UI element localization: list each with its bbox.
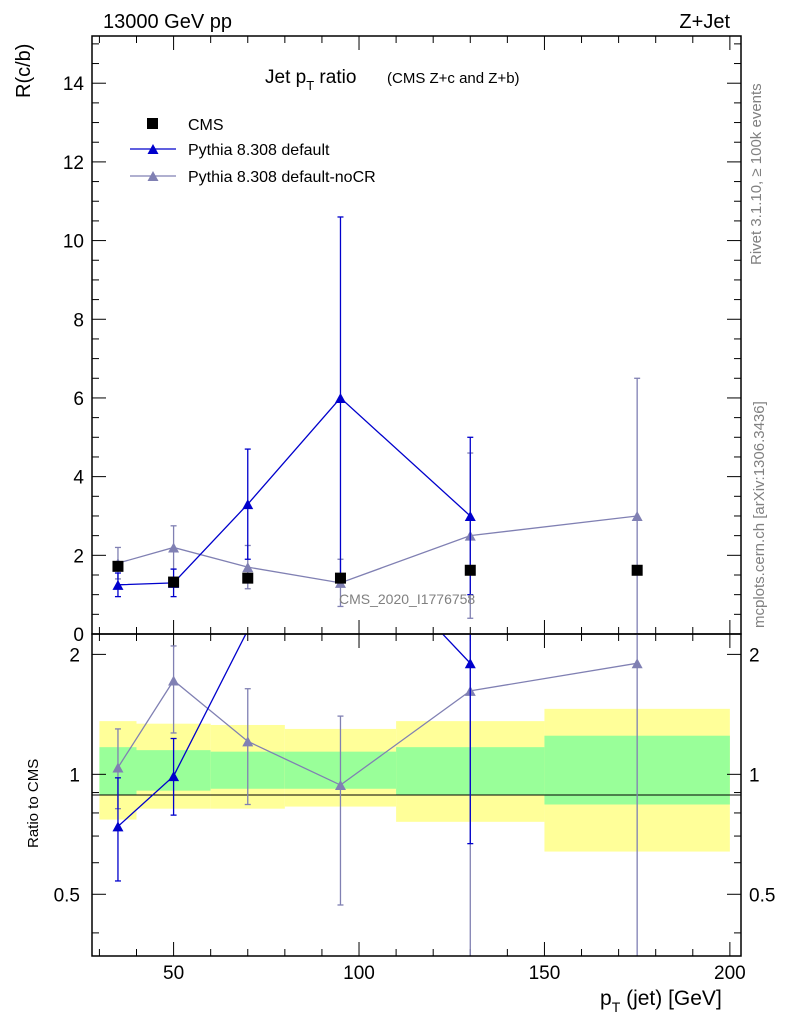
main-triangle-marker <box>464 510 476 521</box>
cms-data-point <box>631 564 643 576</box>
main-ylabel: R(c/b) <box>13 44 35 98</box>
ratio-series-line <box>117 634 471 827</box>
rivet-label: Rivet 3.1.10, ≥ 100k events <box>748 83 765 265</box>
main-ytick-label: 4 <box>73 468 84 489</box>
mcplots-label: mcplots.cern.ch [arXiv:1306.3436] <box>751 401 768 628</box>
ratio-triangle-marker <box>168 675 180 686</box>
main-title-note: (CMS Z+c and Z+b) <box>387 70 520 87</box>
ratio-ticks: 0.5 0.5 1 1 2 2 50 100 150 200 <box>54 634 775 984</box>
legend: CMS Pythia 8.308 default Pythia 8.308 de… <box>130 117 376 186</box>
main-y-ticks: 0 2 4 6 8 10 12 14 <box>63 36 741 646</box>
ratio-xtick-label: 100 <box>343 963 375 984</box>
ratio-triangle-marker <box>242 736 254 747</box>
main-ytick-label: 0 <box>73 625 84 646</box>
cms-data-point <box>112 560 124 572</box>
main-ytick-label: 8 <box>73 310 84 331</box>
ratio-ylabel: Ratio to CMS <box>25 759 42 848</box>
main-triangle-marker <box>242 499 254 510</box>
main-triangle-marker <box>112 579 124 590</box>
main-ytick-label: 10 <box>63 232 84 253</box>
main-ytick-label: 14 <box>63 74 85 95</box>
main-title-tail: ratio <box>314 67 356 88</box>
ratio-triangle-marker <box>334 780 346 791</box>
header-process: Z+Jet <box>679 11 730 33</box>
cms-data-point <box>242 572 254 584</box>
x-axis-label: pT (jet) [GeV] <box>600 987 722 1015</box>
main-panel: 0 2 4 6 8 10 12 14 <box>63 35 742 646</box>
x-axis-label-text: p <box>600 987 612 1010</box>
ratio-ytick-label: 0.5 <box>54 885 80 906</box>
ratio-panel: 0.5 0.5 1 1 2 2 50 100 150 200 <box>54 633 775 984</box>
ratio-bands <box>99 708 730 852</box>
main-triangle-marker <box>242 562 254 573</box>
legend-cms-marker <box>147 118 158 129</box>
main-ytick-label: 2 <box>73 546 84 567</box>
ratio-ytick-label-right: 1 <box>749 765 760 786</box>
ratio-series-line <box>117 662 638 786</box>
legend-nocr-marker <box>147 171 159 181</box>
ratio-xtick-label: 50 <box>163 963 184 984</box>
ratio-xtick-label: 150 <box>529 963 561 984</box>
legend-cms-label: CMS <box>188 117 224 134</box>
legend-nocr-label: Pythia 8.308 default-noCR <box>188 169 376 186</box>
legend-default-label: Pythia 8.308 default <box>188 142 330 159</box>
main-title: Jet pT ratio <box>265 67 356 93</box>
cms-data-point <box>334 572 346 584</box>
main-triangle-marker <box>334 392 346 403</box>
ratio-ytick-label-right: 2 <box>749 645 760 666</box>
cms-data-point <box>168 576 180 588</box>
x-axis-label-subscript: T <box>612 999 621 1015</box>
analysis-watermark: CMS_2020_I1776758 <box>339 591 475 607</box>
cms-data-point <box>464 564 476 576</box>
main-ytick-label: 6 <box>73 389 84 410</box>
main-marks <box>112 216 643 635</box>
ratio-frame <box>91 633 742 957</box>
ratio-xtick-label: 200 <box>714 963 746 984</box>
ratio-triangle-marker <box>112 762 124 773</box>
ratio-ytick-label: 2 <box>69 645 80 666</box>
x-axis-label-tail: (jet) [GeV] <box>620 987 722 1010</box>
main-title-text: Jet p <box>265 67 306 88</box>
legend-default-marker <box>147 144 159 154</box>
main-title-subscript: T <box>306 78 314 93</box>
ratio-marks <box>112 634 643 956</box>
main-ytick-label: 12 <box>63 153 84 174</box>
main-triangle-marker <box>168 542 180 553</box>
ratio-triangle-marker <box>112 821 124 832</box>
ratio-ytick-label: 1 <box>69 765 80 786</box>
ratio-triangle-marker <box>168 771 180 782</box>
main-series-line <box>117 515 638 584</box>
header-energy: 13000 GeV pp <box>103 11 232 33</box>
ratio-triangle-marker <box>631 658 643 669</box>
main-series-line <box>117 397 471 586</box>
main-triangle-marker <box>631 510 643 521</box>
ratio-triangle-marker <box>464 658 476 669</box>
ratio-ytick-label-right: 0.5 <box>749 885 775 906</box>
